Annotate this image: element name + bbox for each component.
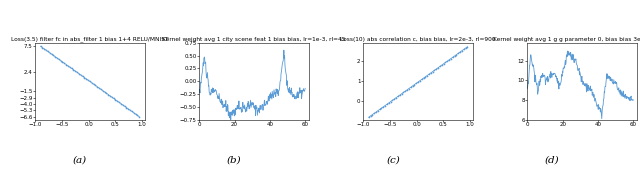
Text: (a): (a) xyxy=(73,155,87,164)
Text: (c): (c) xyxy=(387,155,401,164)
Title: Kernel weight avg 1 g g parameter 0, bias bias 3e-3/RELU/fc: Kernel weight avg 1 g g parameter 0, bia… xyxy=(493,37,640,42)
Title: Loss(3.5) filter fc in abs_filter 1 bias 1+4 RELU/MNIST: Loss(3.5) filter fc in abs_filter 1 bias… xyxy=(11,37,169,42)
Text: (b): (b) xyxy=(227,155,241,164)
Text: (d): (d) xyxy=(545,155,559,164)
Title: Kernel weight avg 1 city scene feat 1 bias bias, lr=1e-3, rl=45: Kernel weight avg 1 city scene feat 1 bi… xyxy=(162,37,346,42)
Title: Loss(10) abs correlation c, bias bias, lr=2e-3, rl=900: Loss(10) abs correlation c, bias bias, l… xyxy=(340,37,496,42)
